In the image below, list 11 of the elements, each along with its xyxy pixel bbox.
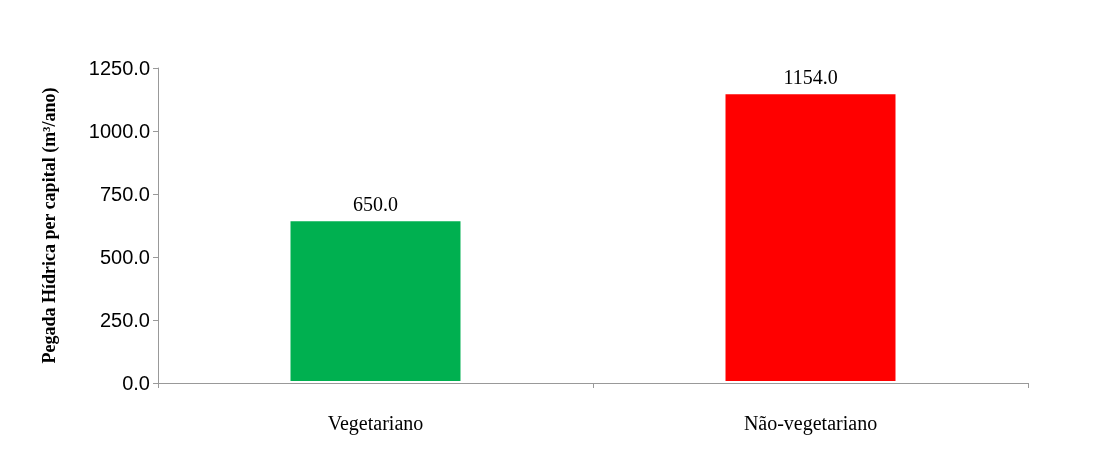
data-label: 650.0 <box>353 193 398 216</box>
y-tick-label: 250.0 <box>99 309 150 331</box>
y-tick-label: 750.0 <box>99 183 150 205</box>
x-tick-label: Não-vegetariano <box>743 412 878 435</box>
y-tick-label: 1000.0 <box>88 120 150 142</box>
y-tick-label: 0.0 <box>122 372 150 394</box>
data-label: 1154.0 <box>783 66 838 89</box>
y-tick-label: 1250.0 <box>88 57 150 79</box>
y-tick-label: 500.0 <box>99 246 150 268</box>
x-tick-label: Vegetariano <box>327 412 424 435</box>
y-axis-title: Pegada Hídrica per capital (m³/ano) <box>39 87 60 364</box>
